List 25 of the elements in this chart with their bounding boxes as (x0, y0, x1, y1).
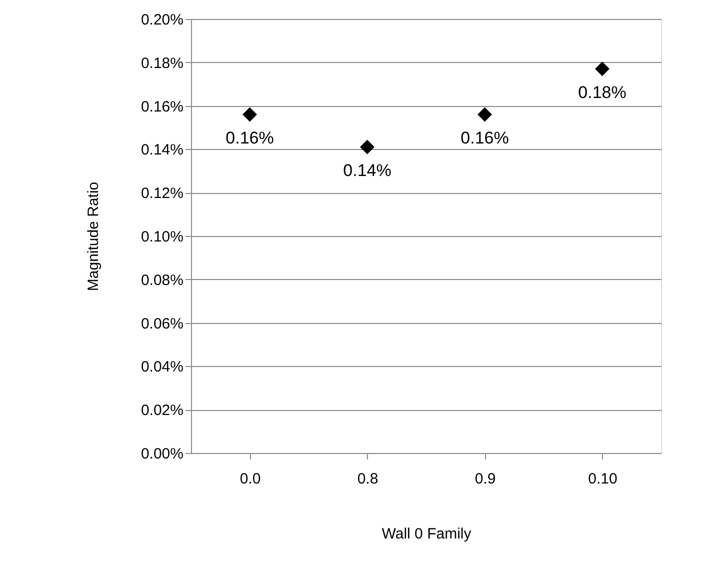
y-tick-label: 0.18% (140, 54, 184, 72)
data-label: 0.16% (460, 128, 509, 148)
point (478, 107, 492, 122)
y-tick-label: 0.20% (140, 12, 184, 28)
point (595, 62, 610, 76)
x-axis-title: Wall 0 Family (382, 526, 472, 542)
y-axis-title: Magnitude Ratio (84, 182, 102, 292)
y-tick-label: 0.02% (140, 402, 184, 420)
y-tick-label: 0.00% (140, 446, 184, 462)
x-tick-label: 0.8 (357, 470, 378, 488)
data-label: 0.18% (578, 82, 626, 102)
x-tick-label: 0.9 (474, 470, 496, 488)
data-label: 0.14% (343, 161, 392, 180)
y-tick-label: 0.04% (140, 358, 184, 376)
y-tick-label: 0.10% (140, 228, 184, 246)
point (360, 140, 374, 154)
point (242, 107, 257, 122)
y-tick-label: 0.16% (140, 98, 184, 116)
x-tick-label: 0.0 (240, 470, 261, 488)
y-tick-label: 0.06% (140, 315, 184, 332)
y-tick-label: 0.08% (140, 272, 184, 289)
y-tick-label: 0.12% (140, 185, 184, 202)
y-tick-label: 0.14% (140, 142, 184, 159)
data-label: 0.16% (226, 128, 274, 148)
x-tick-label: 0.10 (588, 470, 618, 488)
